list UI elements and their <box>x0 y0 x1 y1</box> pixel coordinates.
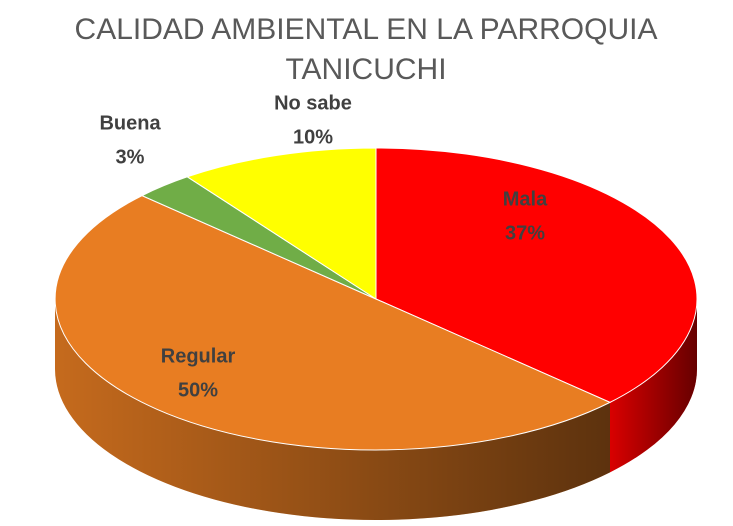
slice-label: Regular <box>161 345 236 367</box>
slice-value-label: 3% <box>116 146 145 168</box>
slice-label: No sabe <box>274 92 352 114</box>
slice-label: Buena <box>99 112 161 134</box>
slice-side-shade <box>609 299 697 473</box>
slice-value-label: 37% <box>505 222 545 244</box>
slice <box>375 147 698 403</box>
slice-label: Mala <box>503 188 548 210</box>
chart-title: CALIDAD AMBIENTAL EN LA PARROQUIA TANICU… <box>74 13 658 86</box>
slice <box>186 147 377 300</box>
slice-value-label: 50% <box>178 379 218 401</box>
slice-side-shade <box>55 299 610 520</box>
slice-value-label: 10% <box>293 126 333 148</box>
slice <box>54 195 612 451</box>
